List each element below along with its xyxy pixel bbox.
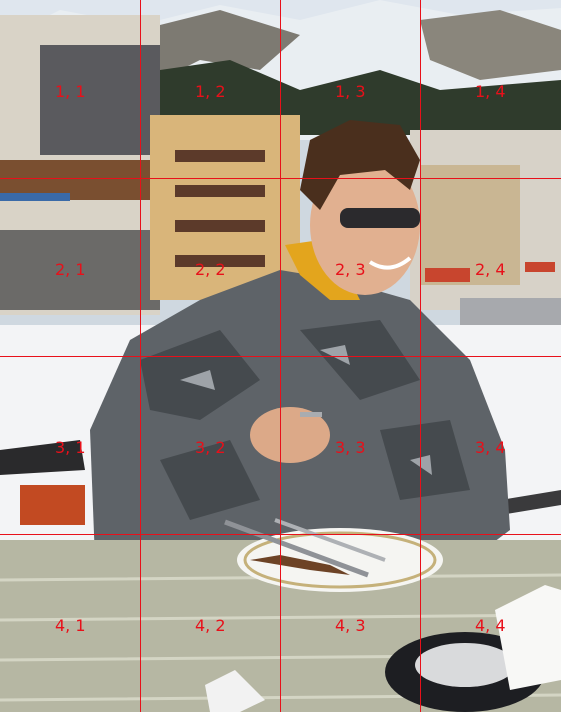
fork [274,518,386,562]
grid-line-horizontal-1 [0,178,561,179]
parked-cars [460,298,561,328]
sunglasses [340,208,420,228]
left-building-sign [0,193,70,201]
center-building-balconies-4 [175,255,265,267]
grid-cell-label-2-3: 2, 3 [335,260,366,279]
grid-cell-label-1-1: 1, 1 [55,82,86,101]
right-awning [425,268,470,282]
grid-cell-label-4-1: 4, 1 [55,616,86,635]
hair [300,120,420,210]
napkin [205,670,265,712]
grid-cell-label-3-3: 3, 3 [335,438,366,457]
left-building-shop [0,230,160,310]
receipt [495,585,561,690]
right-awning-2 [525,262,555,272]
grid-line-horizontal-3 [0,534,561,535]
center-building [150,115,300,300]
grid-cell-label-2-4: 2, 4 [475,260,506,279]
center-building-balconies [175,150,265,162]
knife [224,519,369,578]
grid-cell-label-4-2: 4, 2 [195,616,226,635]
grid-cell-label-4-3: 4, 3 [335,616,366,635]
plate-rim [243,531,437,589]
grid-cell-label-1-3: 1, 3 [335,82,366,101]
grid-cell-label-1-4: 1, 4 [475,82,506,101]
jacket-pattern [140,320,470,520]
smile [368,256,412,270]
right-building-2 [420,165,520,285]
grid-cell-label-2-2: 2, 2 [195,260,226,279]
grid-cell-label-3-2: 3, 2 [195,438,226,457]
food-remains [250,555,350,575]
grid-cell-label-4-4: 4, 4 [475,616,506,635]
cup-lid [415,643,515,687]
ski-left [0,440,85,475]
fork-handle [300,412,322,417]
ski-binding [20,485,85,525]
grid-cell-label-3-4: 3, 4 [475,438,506,457]
grid-cell-label-3-1: 3, 1 [55,438,86,457]
center-building-balconies-2 [175,185,265,197]
mountain-rock [140,10,300,80]
mountain-rock-right [420,10,561,80]
grid-cell-label-2-1: 2, 1 [55,260,86,279]
hand [250,407,330,463]
center-building-balconies-3 [175,220,265,232]
grid-cell-label-1-2: 1, 2 [195,82,226,101]
grid-line-horizontal-2 [0,356,561,357]
